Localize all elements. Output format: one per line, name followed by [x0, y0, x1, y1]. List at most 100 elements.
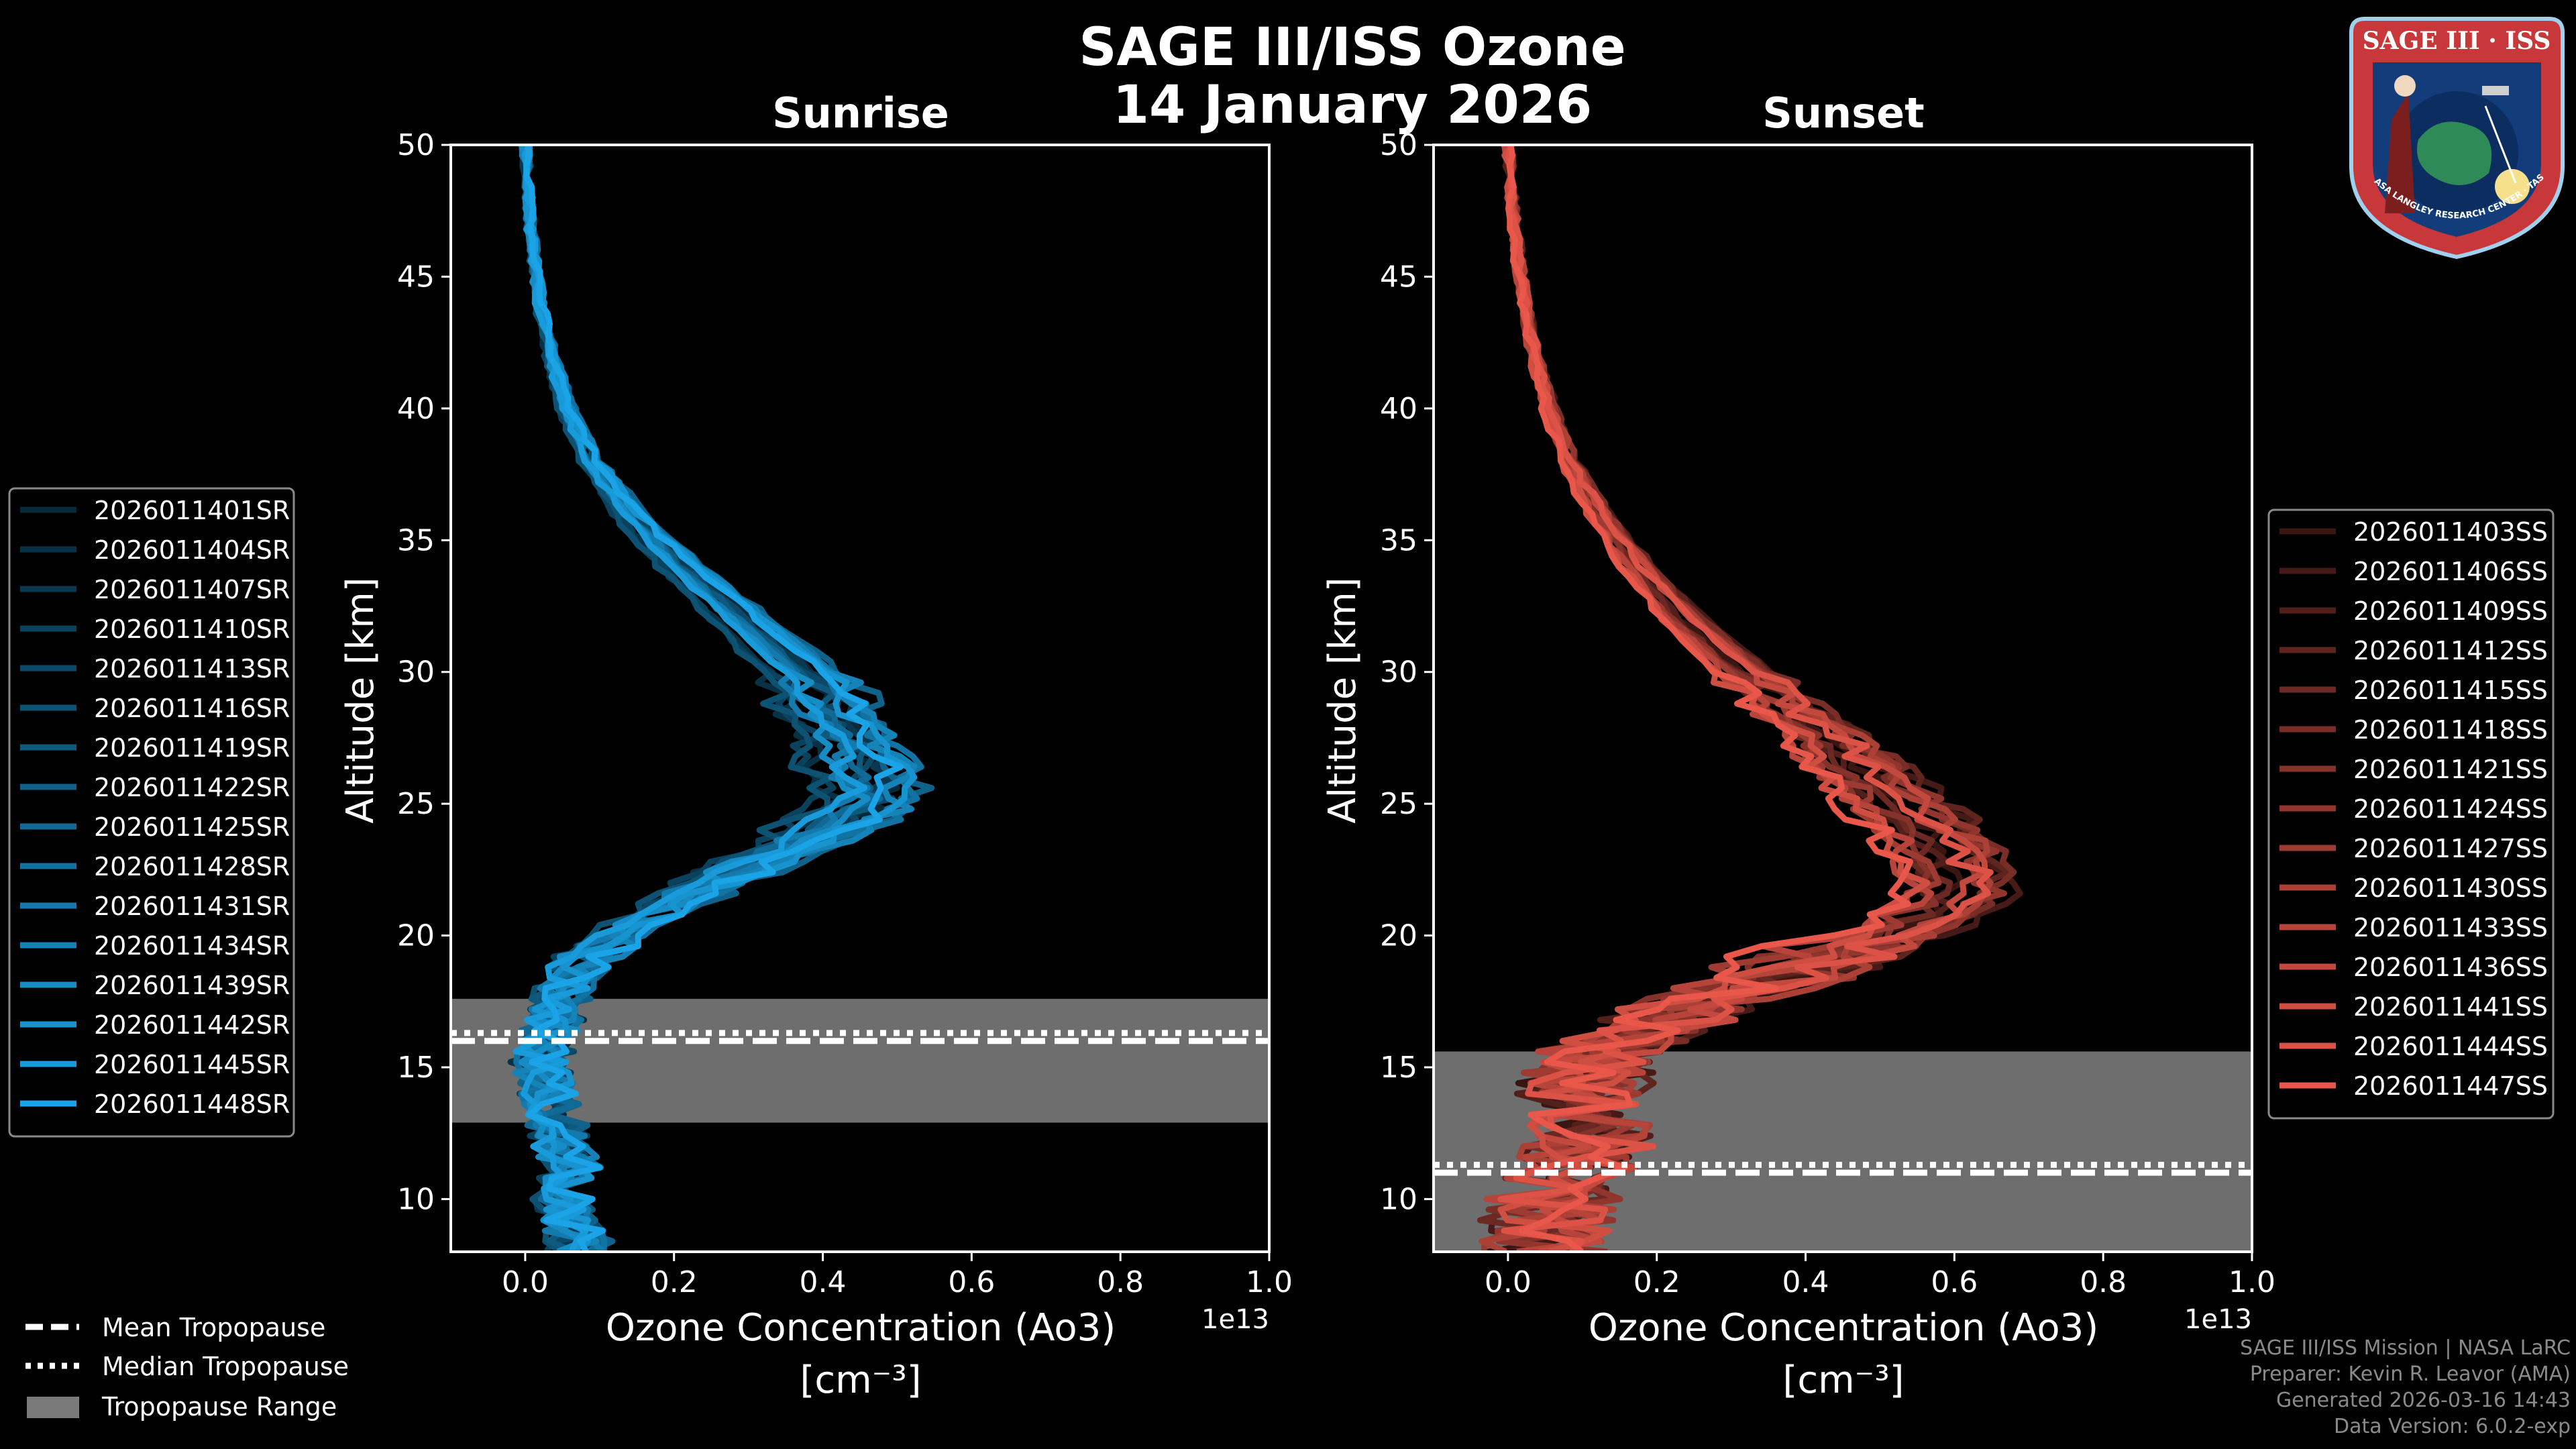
sunrise-legend: 2026011401SR 2026011404SR 2026011407SR 2026…	[8, 487, 295, 1138]
median-tropopause-legend-label: Median Tropopause	[102, 1352, 349, 1381]
sunrise-panel: 0.0 0.2 0.4 0.6 0.8 1.0 10 15 20 25 30 35 40 45 50	[397, 128, 1293, 1299]
x-tick-label: 0.0	[1485, 1265, 1532, 1299]
mean-tropopause-legend-label: Mean Tropopause	[102, 1313, 325, 1342]
x-tick-label: 0.8	[1097, 1265, 1144, 1299]
sunrise-x-axis-label: Ozone Concentration (Ao3)	[606, 1306, 1116, 1350]
chart-title: SAGE III/ISS Ozone	[1079, 17, 1625, 78]
sunset-y-axis-label: Altitude [km]	[1321, 577, 1364, 823]
legend-entry-label: 2026011403SS	[2353, 517, 2548, 547]
legend-entry-label: 2026011410SR	[94, 614, 290, 644]
sunset-offset-text: 1e13	[2184, 1304, 2252, 1335]
legend-entry-label: 2026011434SR	[94, 931, 290, 961]
y-tick-label: 15	[397, 1051, 435, 1085]
legend-entry-label: 2026011416SR	[94, 694, 290, 723]
x-tick-label: 1.0	[1246, 1265, 1293, 1299]
x-tick-label: 0.0	[502, 1265, 549, 1299]
sunrise-x-axis-unit: [cm⁻³]	[800, 1358, 921, 1402]
legend-entry-label: 2026011421SS	[2353, 755, 2548, 784]
sage-mission-badge: SAGE III · ISS BALL · NASA LANGLEY RESEA…	[2345, 12, 2565, 260]
y-tick-label: 40	[397, 392, 435, 426]
legend-entry-label: 2026011448SR	[94, 1089, 290, 1119]
legend-entry-label: 2026011442SR	[94, 1010, 290, 1040]
tropopause-range-band	[451, 998, 1269, 1123]
y-tick-label: 15	[1380, 1051, 1417, 1085]
y-tick-label: 35	[397, 523, 435, 557]
x-tick-label: 0.6	[1931, 1265, 1978, 1299]
x-tick-label: 0.8	[2080, 1265, 2127, 1299]
y-tick-label: 10	[1380, 1182, 1417, 1216]
sunset-panel-title: Sunset	[1762, 89, 1925, 138]
y-tick-label: 25	[1380, 787, 1417, 821]
legend-entry-label: 2026011425SR	[94, 812, 290, 842]
legend-entry-label: 2026011445SR	[94, 1050, 290, 1079]
legend-frame	[8, 487, 295, 1138]
sunset-x-axis-unit: [cm⁻³]	[1782, 1358, 1904, 1402]
legend-entry-label: 2026011404SR	[94, 535, 290, 565]
footer-generated: Generated 2026-03-16 14:43	[2275, 1389, 2571, 1412]
legend-entry-label: 2026011419SR	[94, 733, 290, 763]
legend-entry-label: 2026011424SS	[2353, 794, 2548, 824]
footer-credits: SAGE III/ISS Mission | NASA LaRC Prepare…	[2240, 1335, 2571, 1440]
legend-entry-label: 2026011413SR	[94, 654, 290, 684]
sunset-x-axis-label: Ozone Concentration (Ao3)	[1589, 1306, 2098, 1350]
sunset-panel: 0.0 0.2 0.4 0.6 0.8 1.0 10 15 20 25 30 35 40 45 50	[1380, 128, 2275, 1299]
plot-frame	[449, 144, 1271, 1253]
y-tick-label: 40	[1380, 392, 1417, 426]
legend-frame	[2267, 508, 2555, 1120]
legend-entry-label: 2026011422SR	[94, 773, 290, 802]
legend-entry-label: 2026011415SS	[2353, 676, 2548, 705]
y-tick-label: 50	[397, 128, 435, 162]
tropopause-legend: Mean Tropopause Median Tropopause Tropop…	[25, 1313, 349, 1421]
y-tick-label: 45	[1380, 260, 1417, 294]
legend-entry-label: 2026011409SS	[2353, 596, 2548, 626]
tropopause-range-legend-label: Tropopause Range	[101, 1392, 337, 1421]
footer-preparer: Preparer: Kevin R. Leavor (AMA)	[2249, 1362, 2571, 1386]
y-tick-label: 20	[397, 919, 435, 953]
legend-entry-label: 2026011412SS	[2353, 636, 2548, 665]
sunrise-offset-text: 1e13	[1201, 1304, 1269, 1335]
y-tick-label: 10	[397, 1182, 435, 1216]
x-tick-label: 0.4	[1782, 1265, 1829, 1299]
chart-date: 14 January 2026	[1113, 75, 1593, 136]
legend-entry-label: 2026011406SS	[2353, 557, 2548, 586]
profile-lines	[1477, 145, 2023, 1252]
profile-line-2026011444SS	[1497, 145, 1994, 1252]
legend-entry-label: 2026011430SS	[2353, 873, 2548, 903]
profile-lines	[507, 145, 935, 1252]
x-tick-label: 1.0	[2229, 1265, 2275, 1299]
legend-entry-label: 2026011436SS	[2353, 953, 2548, 982]
y-tick-label: 50	[1380, 128, 1417, 162]
y-tick-label: 20	[1380, 919, 1417, 953]
y-tick-label: 30	[397, 655, 435, 690]
legend-entry-label: 2026011428SR	[94, 852, 290, 881]
x-tick-label: 0.6	[948, 1265, 995, 1299]
legend-entry-label: 2026011433SS	[2353, 913, 2548, 943]
legend-entry-label: 2026011447SS	[2353, 1071, 2548, 1101]
y-tick-label: 35	[1380, 523, 1417, 557]
tropopause-range-legend-swatch	[27, 1397, 79, 1418]
legend-entry-label: 2026011427SS	[2353, 834, 2548, 863]
badge-title: SAGE III · ISS	[2363, 27, 2551, 55]
sunrise-y-axis-label: Altitude [km]	[339, 577, 382, 823]
footer-mission: SAGE III/ISS Mission | NASA LaRC	[2240, 1336, 2571, 1360]
sunset-legend: 2026011403SS 2026011406SS 2026011409SS 2026…	[2267, 508, 2555, 1120]
legend-entry-label: 2026011439SR	[94, 971, 290, 1000]
y-tick-label: 30	[1380, 655, 1417, 690]
legend-entry-label: 2026011431SR	[94, 892, 290, 921]
x-tick-label: 0.4	[800, 1265, 847, 1299]
legend-entry-label: 2026011418SS	[2353, 715, 2548, 745]
legend-entry-label: 2026011441SS	[2353, 992, 2548, 1022]
legend-entry-label: 2026011407SR	[94, 575, 290, 604]
legend-entry-label: 2026011401SR	[94, 496, 290, 525]
profile-line-2026011448SR	[523, 145, 904, 1252]
sunrise-panel-title: Sunrise	[772, 89, 949, 138]
x-tick-label: 0.2	[651, 1265, 698, 1299]
footer-version: Data Version: 6.0.2-exp	[2333, 1415, 2571, 1438]
legend-entry-label: 2026011444SS	[2353, 1032, 2548, 1061]
profile-line-2026011447SS	[1505, 145, 1913, 1252]
y-tick-label: 25	[397, 787, 435, 821]
y-tick-label: 45	[397, 260, 435, 294]
plot-frame	[1432, 144, 2253, 1253]
x-tick-label: 0.2	[1633, 1265, 1680, 1299]
